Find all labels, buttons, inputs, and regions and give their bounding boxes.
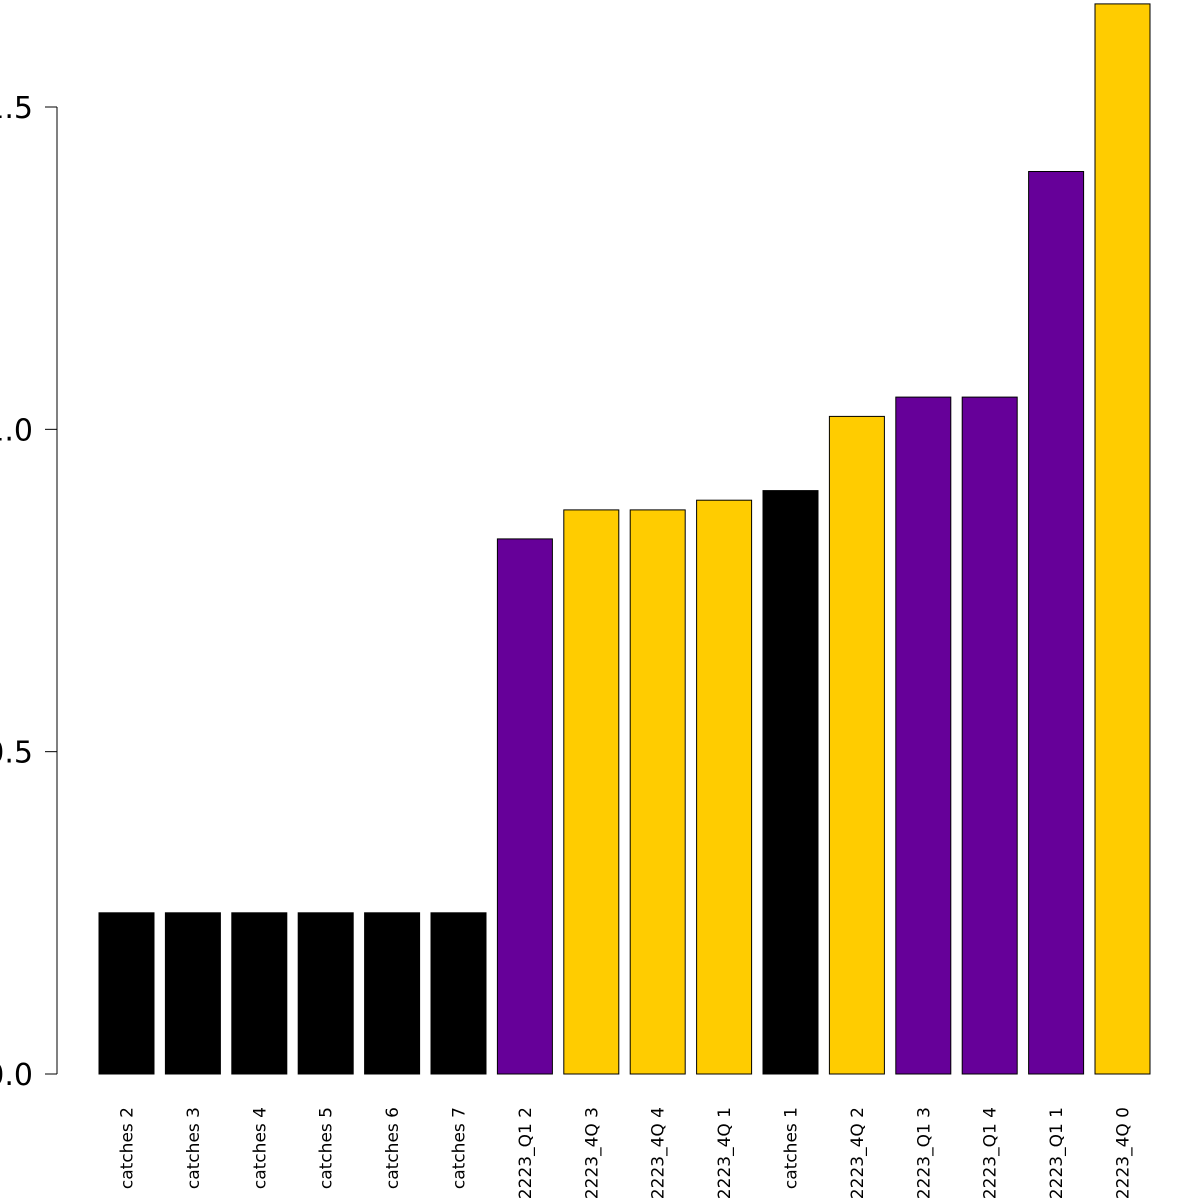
x-tick-label: catches 7: [450, 1107, 470, 1189]
x-tick-label: 2223_4Q 0: [1114, 1107, 1134, 1199]
bar: [164, 912, 221, 1075]
bar: [1094, 3, 1151, 1075]
bar: [961, 396, 1018, 1075]
x-tick-label: catches 6: [383, 1107, 403, 1189]
x-tick-label: 2223_4Q 2: [848, 1107, 868, 1199]
y-axis: 0.0 0.5 1.0 1.5: [0, 91, 58, 1093]
x-tick-label: 2223_4Q 1: [715, 1107, 735, 1199]
bar: [98, 912, 155, 1075]
x-tick-label: catches 3: [184, 1107, 204, 1189]
y-tick-label: 1.5: [0, 91, 33, 126]
y-tick-label: 0.0: [0, 1058, 33, 1093]
x-tick-label: 2223_4Q 3: [582, 1107, 602, 1199]
x-tick-label: catches 5: [317, 1107, 337, 1189]
bar: [762, 490, 819, 1075]
bar: [629, 509, 686, 1075]
bar: [895, 396, 952, 1075]
y-tick-label: 0.5: [0, 736, 33, 771]
bar: [696, 499, 753, 1075]
x-axis-labels: catches 2 catches 3 catches 4 catches 5 catc…: [118, 1107, 1134, 1199]
x-tick-label: 2223_Q1 3: [914, 1107, 934, 1199]
bar: [563, 509, 620, 1075]
y-tick-label: 1.0: [0, 413, 33, 448]
x-tick-label: catches 2: [118, 1107, 138, 1189]
bar: [828, 415, 885, 1075]
bar: [231, 912, 288, 1075]
bars: [98, 3, 1151, 1075]
x-tick-label: 2223_Q1 2: [516, 1107, 536, 1199]
x-tick-label: catches 4: [250, 1107, 270, 1189]
bar: [364, 912, 421, 1075]
bar: [1028, 171, 1085, 1075]
bar: [496, 538, 553, 1075]
bar: [297, 912, 354, 1075]
x-tick-label: catches 1: [782, 1107, 802, 1189]
bar: [430, 912, 487, 1075]
x-tick-label: 2223_Q1 4: [981, 1107, 1001, 1199]
x-tick-label: 2223_4Q 4: [649, 1107, 669, 1199]
x-tick-label: 2223_Q1 1: [1047, 1107, 1067, 1199]
